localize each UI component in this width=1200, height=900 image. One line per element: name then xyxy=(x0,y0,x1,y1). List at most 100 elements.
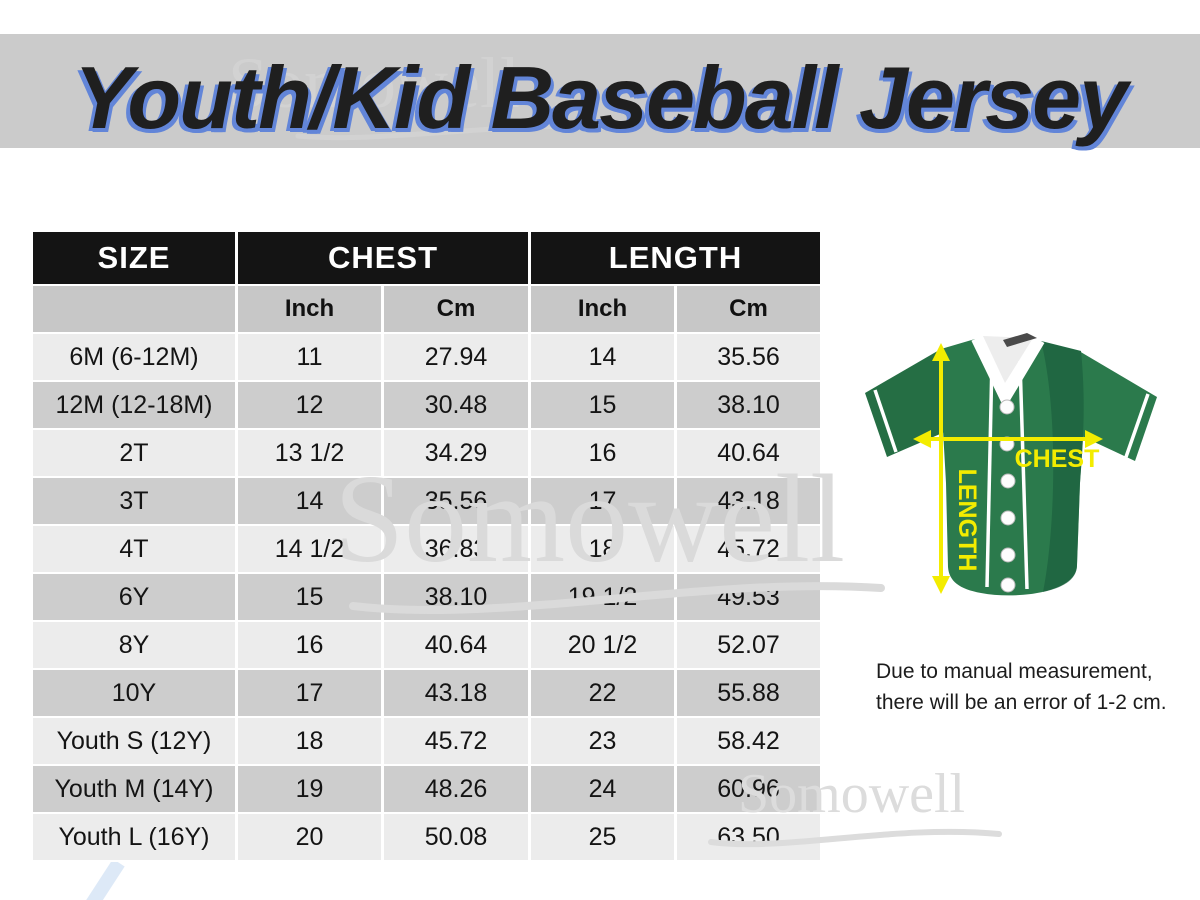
table-cell: 58.42 xyxy=(674,716,824,766)
table-cell: 15 xyxy=(528,380,678,430)
table-row: 3T 14 35.56 17 43.18 xyxy=(30,476,824,526)
jersey-buttons xyxy=(999,399,1016,593)
jersey-body xyxy=(940,339,1084,596)
jersey-right-sleeve xyxy=(1075,351,1157,461)
table-cell: 19 1/2 xyxy=(528,572,678,622)
table-row: 2T 13 1/2 34.29 16 40.64 xyxy=(30,428,824,478)
header-length: LENGTH xyxy=(528,230,824,286)
table-cell: 34.29 xyxy=(380,428,532,478)
table-cell: 20 1/2 xyxy=(528,620,678,670)
size-cell: Youth S (12Y) xyxy=(30,716,238,766)
right-cuff-piping xyxy=(1124,393,1150,458)
table-cell: 49.53 xyxy=(674,572,824,622)
size-table: SIZE CHEST LENGTH Inch Cm Inch Cm 6M (6-… xyxy=(30,230,824,862)
table-cell: 43.18 xyxy=(380,668,532,718)
size-cell: 6M (6-12M) xyxy=(30,332,238,382)
table-cell: 14 1/2 xyxy=(235,524,384,574)
table-cell: 30.48 xyxy=(380,380,532,430)
jersey-shading xyxy=(1041,341,1084,592)
table-cell: 35.56 xyxy=(674,332,824,382)
size-cell: 12M (12-18M) xyxy=(30,380,238,430)
table-cell: 40.64 xyxy=(674,428,824,478)
placket-piping-right xyxy=(1018,360,1029,590)
table-cell: 60.96 xyxy=(674,764,824,814)
table-cell: 55.88 xyxy=(674,668,824,718)
table-cell: 19 xyxy=(235,764,384,814)
table-cell: 45.72 xyxy=(380,716,532,766)
size-cell: 2T xyxy=(30,428,238,478)
length-arrow-label: LENGTH xyxy=(953,469,981,572)
table-cell: 13 1/2 xyxy=(235,428,384,478)
size-cell: 3T xyxy=(30,476,238,526)
subheader-length-inch: Inch xyxy=(528,284,678,334)
subheader-chest-cm: Cm xyxy=(380,284,532,334)
table-header-row: SIZE CHEST LENGTH xyxy=(30,230,824,286)
size-cell: 6Y xyxy=(30,572,238,622)
table-row: 8Y 16 40.64 20 1/2 52.07 xyxy=(30,620,824,670)
table-cell: 24 xyxy=(528,764,678,814)
table-row: 6M (6-12M) 11 27.94 14 35.56 xyxy=(30,332,824,382)
table-cell: 40.64 xyxy=(380,620,532,670)
measurement-note: Due to manual measurement, there will be… xyxy=(876,656,1200,718)
table-row: 10Y 17 43.18 22 55.88 xyxy=(30,668,824,718)
table-cell: 25 xyxy=(528,812,678,862)
table-cell: 45.72 xyxy=(674,524,824,574)
size-table-container: SIZE CHEST LENGTH Inch Cm Inch Cm 6M (6-… xyxy=(30,230,824,862)
table-cell: 16 xyxy=(528,428,678,478)
length-arrow xyxy=(932,343,950,594)
jersey-illustration: CHEST LENGTH xyxy=(865,333,1157,596)
table-cell: 38.10 xyxy=(380,572,532,622)
jersey-figure: CHEST LENGTH xyxy=(845,333,1175,625)
table-cell: 20 xyxy=(235,812,384,862)
table-cell: 48.26 xyxy=(380,764,532,814)
table-cell: 22 xyxy=(528,668,678,718)
chest-arrow-label: CHEST xyxy=(1015,445,1100,473)
subheader-chest-inch: Inch xyxy=(235,284,384,334)
size-cell: Youth L (16Y) xyxy=(30,812,238,862)
jersey-inner-collar-shadow xyxy=(1003,333,1037,347)
table-row: Youth S (12Y) 18 45.72 23 58.42 xyxy=(30,716,824,766)
table-row: Youth L (16Y) 20 50.08 25 63.50 xyxy=(30,812,824,862)
table-cell: 23 xyxy=(528,716,678,766)
table-cell: 17 xyxy=(235,668,384,718)
table-row: 12M (12-18M) 12 30.48 15 38.10 xyxy=(30,380,824,430)
note-line-2: there will be an error of 1-2 cm. xyxy=(876,691,1167,714)
table-subheader-row: Inch Cm Inch Cm xyxy=(30,284,824,334)
size-cell: 4T xyxy=(30,524,238,574)
header-chest: CHEST xyxy=(234,230,532,286)
page-title: Youth/Kid Baseball Jersey xyxy=(73,48,1128,147)
table-cell: 11 xyxy=(235,332,384,382)
chest-arrow xyxy=(913,430,1103,448)
table-cell: 18 xyxy=(528,524,678,574)
header-size: SIZE xyxy=(30,230,238,286)
table-cell: 18 xyxy=(235,716,384,766)
table-cell: 17 xyxy=(528,476,678,526)
table-cell: 50.08 xyxy=(380,812,532,862)
table-cell: 12 xyxy=(235,380,384,430)
left-cuff-piping xyxy=(873,389,898,453)
table-cell: 27.94 xyxy=(380,332,532,382)
table-cell: 16 xyxy=(235,620,384,670)
jersey-undershirt xyxy=(983,336,1033,383)
table-cell: 14 xyxy=(528,332,678,382)
table-cell: 15 xyxy=(235,572,384,622)
size-cell: 8Y xyxy=(30,620,238,670)
note-line-1: Due to manual measurement, xyxy=(876,660,1153,683)
table-cell: 36.83 xyxy=(380,524,532,574)
table-row: 6Y 15 38.10 19 1/2 49.53 xyxy=(30,572,824,622)
placket-piping-left xyxy=(985,358,994,588)
jersey-left-sleeve xyxy=(865,349,947,457)
table-row: 4T 14 1/2 36.83 18 45.72 xyxy=(30,524,824,574)
table-row: Youth M (14Y) 19 48.26 24 60.96 xyxy=(30,764,824,814)
table-cell: 14 xyxy=(235,476,384,526)
table-cell: 52.07 xyxy=(674,620,824,670)
size-cell: Youth M (14Y) xyxy=(30,764,238,814)
subheader-length-cm: Cm xyxy=(674,284,824,334)
table-cell: 63.50 xyxy=(674,812,824,862)
size-cell: 10Y xyxy=(30,668,238,718)
subheader-empty xyxy=(30,284,238,334)
table-cell: 35.56 xyxy=(380,476,532,526)
decorative-streak xyxy=(81,858,125,900)
table-cell: 38.10 xyxy=(674,380,824,430)
